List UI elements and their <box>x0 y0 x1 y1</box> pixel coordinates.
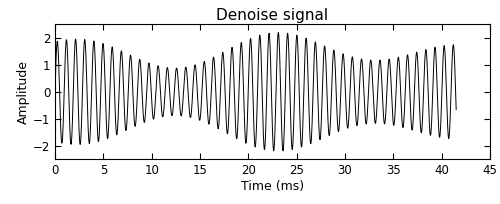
X-axis label: Time (ms): Time (ms) <box>241 180 304 193</box>
Title: Denoise signal: Denoise signal <box>216 8 328 23</box>
Y-axis label: Amplitude: Amplitude <box>17 60 30 124</box>
